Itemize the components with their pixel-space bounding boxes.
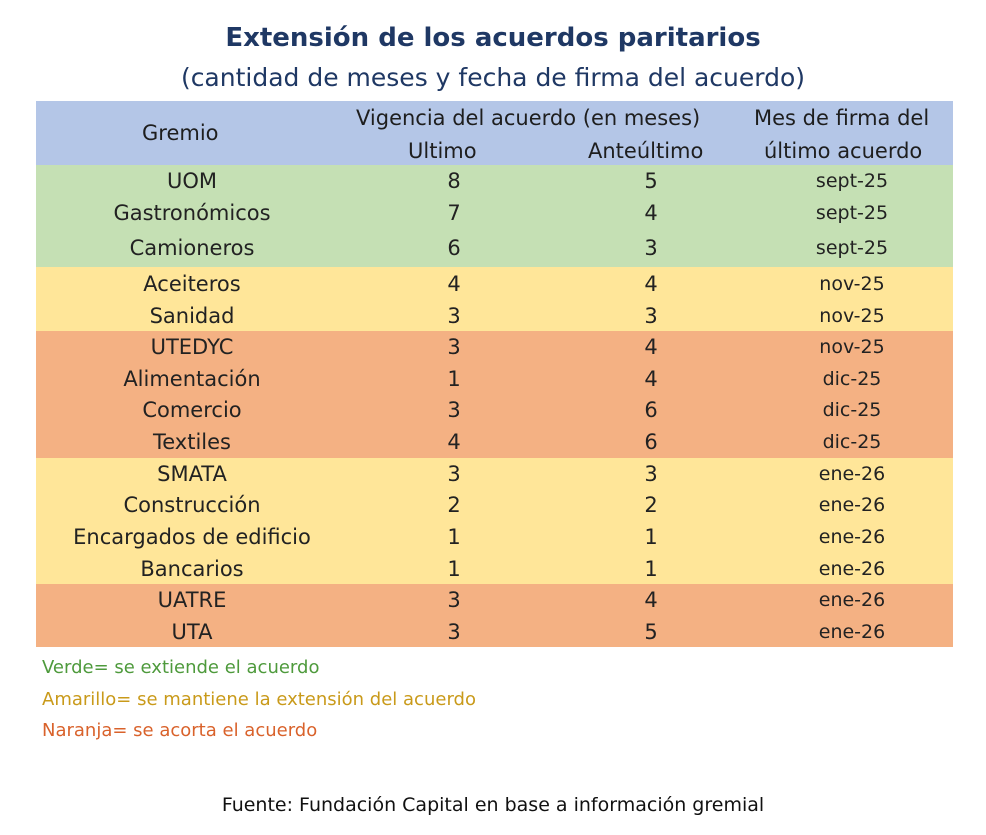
cell-ultimo: 6 <box>447 236 461 260</box>
cell-gremio: UTA <box>171 619 213 644</box>
chart-subtitle: (cantidad de meses y fecha de firma del … <box>180 63 806 92</box>
cell-ultimo: 3 <box>447 588 461 612</box>
cell-anteultimo: 5 <box>644 169 658 193</box>
cell-mes-firma: nov-25 <box>819 305 885 327</box>
cell-gremio: Aceiteros <box>143 272 241 296</box>
header-ultimo: Ultimo <box>408 139 477 163</box>
header-anteultimo: Anteúltimo <box>588 139 704 163</box>
cell-ultimo: 4 <box>447 430 461 454</box>
cell-ultimo: 1 <box>447 525 461 549</box>
cell-mes-firma: nov-25 <box>819 273 885 295</box>
cell-mes-firma: dic-25 <box>822 431 882 453</box>
agreements-table: Gremio Vigencia del acuerdo (en meses) U… <box>36 101 953 647</box>
legend-green: Verde= se extiende el acuerdo <box>42 657 320 678</box>
header-gremio: Gremio <box>142 121 219 145</box>
cell-anteultimo: 1 <box>644 556 658 581</box>
cell-mes-firma: dic-25 <box>822 399 882 421</box>
legend-orange: Naranja= se acorta el acuerdo <box>42 720 318 741</box>
cell-anteultimo: 6 <box>644 398 658 422</box>
cell-gremio: SMATA <box>157 461 227 486</box>
table-row: Bancarios 1 1 ene-26 <box>36 553 953 584</box>
cell-gremio: Bancarios <box>140 556 244 581</box>
table-row: SMATA 3 3 ene-26 <box>36 458 953 489</box>
table-row: UTEDYC 3 4 nov-25 <box>36 331 953 363</box>
cell-mes-firma: ene-26 <box>818 462 886 485</box>
cell-ultimo: 3 <box>447 335 461 359</box>
cell-gremio: Sanidad <box>149 304 235 328</box>
cell-mes-firma: dic-25 <box>822 367 882 390</box>
cell-gremio: Encargados de edificio <box>73 525 311 549</box>
table-row: UOM 8 5 sept-25 <box>36 165 953 197</box>
cell-ultimo: 4 <box>447 272 461 296</box>
cell-mes-firma: ene-26 <box>818 557 886 580</box>
cell-gremio: Alimentación <box>123 366 261 391</box>
source-note: Fuente: Fundación Capital en base a info… <box>221 794 765 816</box>
cell-anteultimo: 3 <box>644 236 658 260</box>
cell-gremio: Camioneros <box>129 236 255 260</box>
cell-anteultimo: 3 <box>644 304 658 328</box>
cell-anteultimo: 4 <box>644 366 658 391</box>
chart-title: Extensión de los acuerdos paritarios <box>225 23 761 53</box>
cell-gremio: Construcción <box>123 493 261 517</box>
cell-mes-firma: ene-26 <box>818 526 886 548</box>
cell-mes-firma: ene-26 <box>818 620 886 643</box>
cell-ultimo: 3 <box>447 619 461 644</box>
legend-yellow: Amarillo= se mantiene la extensión del a… <box>42 689 476 710</box>
cell-anteultimo: 4 <box>644 588 658 612</box>
table-body: UOM 8 5 sept-25 Gastronómicos 7 4 sept-25 Camion… <box>36 165 953 647</box>
cell-ultimo: 1 <box>447 556 461 581</box>
cell-gremio: Gastronómicos <box>113 201 271 225</box>
table-row: Textiles 4 6 dic-25 <box>36 426 953 458</box>
cell-anteultimo: 2 <box>644 493 658 517</box>
header-mes-firma-2: último acuerdo <box>764 139 923 163</box>
cell-ultimo: 8 <box>447 169 461 193</box>
cell-ultimo: 3 <box>447 304 461 328</box>
cell-anteultimo: 6 <box>644 430 658 454</box>
cell-ultimo: 2 <box>447 493 461 517</box>
table-header: Gremio Vigencia del acuerdo (en meses) U… <box>36 101 953 165</box>
cell-ultimo: 3 <box>447 398 461 422</box>
cell-gremio: UTEDYC <box>150 335 234 359</box>
table-row: UTA 3 5 ene-26 <box>36 616 953 647</box>
cell-mes-firma: sept-25 <box>815 170 889 192</box>
header-mes-firma-1: Mes de firma del <box>754 106 930 130</box>
cell-anteultimo: 1 <box>644 525 658 549</box>
table-row: Camioneros 6 3 sept-25 <box>36 229 953 267</box>
table-row: Sanidad 3 3 nov-25 <box>36 301 953 331</box>
cell-gremio: Comercio <box>142 398 242 422</box>
table-row: Aceiteros 4 4 nov-25 <box>36 267 953 301</box>
cell-anteultimo: 4 <box>644 201 658 225</box>
table-row: Encargados de edificio 1 1 ene-26 <box>36 521 953 553</box>
table-row: Comercio 3 6 dic-25 <box>36 394 953 426</box>
cell-gremio: UATRE <box>157 588 227 612</box>
cell-ultimo: 7 <box>447 201 461 225</box>
cell-gremio: Textiles <box>152 430 231 454</box>
cell-mes-firma: ene-26 <box>818 589 886 611</box>
table-row: Gastronómicos 7 4 sept-25 <box>36 197 953 229</box>
cell-mes-firma: sept-25 <box>815 202 889 224</box>
table-row: Alimentación 1 4 dic-25 <box>36 363 953 394</box>
cell-anteultimo: 3 <box>644 461 658 486</box>
cell-ultimo: 3 <box>447 461 461 486</box>
table-row: Construcción 2 2 ene-26 <box>36 489 953 521</box>
cell-anteultimo: 5 <box>644 619 658 644</box>
table-row: UATRE 3 4 ene-26 <box>36 584 953 616</box>
cell-mes-firma: sept-25 <box>815 237 889 259</box>
cell-anteultimo: 4 <box>644 335 658 359</box>
cell-mes-firma: ene-26 <box>818 494 886 516</box>
cell-anteultimo: 4 <box>644 272 658 296</box>
cell-mes-firma: nov-25 <box>819 336 885 358</box>
cell-ultimo: 1 <box>447 366 461 391</box>
cell-gremio: UOM <box>166 169 218 193</box>
header-vigencia: Vigencia del acuerdo (en meses) <box>356 106 701 130</box>
